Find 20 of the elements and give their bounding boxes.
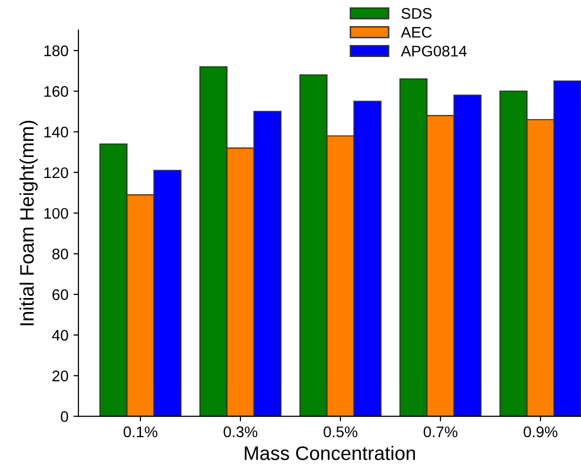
y-tick-label: 40 bbox=[52, 330, 68, 341]
y-tick-label: 120 bbox=[44, 167, 68, 178]
y-tick-label: 60 bbox=[52, 289, 68, 300]
x-tick-label: 0.9% bbox=[524, 426, 558, 438]
y-tick-label: 20 bbox=[52, 370, 68, 382]
y-tick-label: 160 bbox=[44, 86, 68, 97]
legend-label: SDS bbox=[402, 8, 432, 19]
y-tick-label: 180 bbox=[44, 45, 68, 56]
y-tick-label: 0 bbox=[60, 411, 68, 422]
legend-label: AEC bbox=[400, 26, 432, 38]
x-tick-label: 0.1% bbox=[124, 426, 158, 438]
y-tick-label: 80 bbox=[52, 248, 68, 260]
legend-label: APG0814 bbox=[400, 46, 467, 57]
x-tick-label: 0.7% bbox=[424, 426, 458, 438]
y-tick-label: 140 bbox=[44, 126, 68, 138]
y-tick-label: 100 bbox=[44, 208, 68, 219]
x-tick-label: 0.5% bbox=[324, 426, 358, 438]
x-axis-title: Mass Concentration bbox=[244, 446, 415, 460]
x-tick-label: 0.3% bbox=[224, 426, 258, 438]
y-axis-title: Initial Foam Height(mm) bbox=[20, 120, 38, 326]
